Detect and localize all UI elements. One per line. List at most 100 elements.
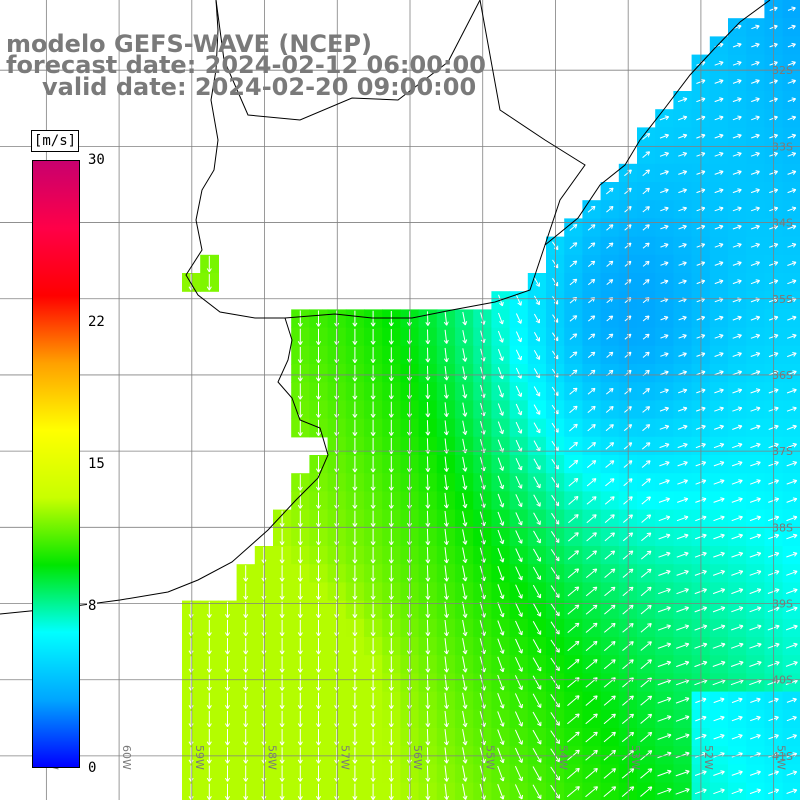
wind-arrow	[569, 260, 578, 268]
wind-arrow	[425, 329, 431, 345]
wind-arrow	[315, 310, 322, 327]
wind-arrow	[659, 170, 669, 175]
wind-arrow	[787, 261, 797, 266]
wind-arrow	[587, 424, 596, 432]
wind-arrow	[370, 692, 376, 709]
wind-arrow	[532, 657, 542, 672]
wind-arrow	[587, 442, 596, 450]
wind-arrow	[206, 765, 212, 782]
wind-arrow	[732, 115, 742, 121]
wind-arrow	[786, 388, 797, 394]
wind-arrow	[587, 351, 596, 358]
wind-arrow	[731, 788, 743, 795]
wind-cell	[782, 782, 800, 800]
wind-arrow	[604, 532, 615, 542]
wind-arrow	[569, 387, 578, 395]
wind-arrow	[532, 548, 541, 562]
wind-arrow	[315, 456, 322, 473]
wind-arrow	[462, 420, 468, 436]
wind-arrow	[787, 279, 797, 285]
wind-arrow	[497, 457, 505, 471]
wind-arrow	[370, 510, 376, 527]
wind-arrow	[714, 279, 724, 285]
wind-arrow	[585, 640, 598, 652]
wind-arrow	[297, 656, 303, 673]
wind-arrow	[315, 365, 322, 382]
wind-arrow	[660, 370, 669, 376]
wind-arrow	[712, 660, 726, 667]
wind-arrow	[497, 693, 505, 709]
wind-arrow	[497, 729, 505, 745]
longitude-label: 53W	[629, 745, 642, 770]
wind-arrow	[786, 424, 797, 430]
wind-arrow	[243, 674, 249, 691]
wind-arrow	[279, 692, 285, 709]
wind-arrow	[676, 533, 689, 540]
wind-arrow	[642, 224, 650, 231]
wind-arrow	[297, 601, 303, 618]
wind-arrow	[606, 206, 614, 213]
wind-arrow	[388, 619, 394, 637]
wind-arrow	[787, 79, 796, 84]
wind-arrow	[713, 533, 725, 540]
wind-arrow	[606, 351, 614, 358]
wind-arrow	[675, 751, 690, 759]
wind-arrow	[567, 695, 580, 706]
wind-arrow	[297, 383, 303, 400]
wind-arrow	[660, 261, 669, 266]
wind-arrow	[786, 570, 798, 576]
wind-arrow	[444, 638, 449, 655]
wind-arrow	[497, 475, 505, 490]
wind-arrow	[533, 350, 541, 360]
wind-arrow	[388, 365, 394, 382]
wind-arrow	[751, 115, 760, 121]
wind-arrow	[750, 242, 760, 248]
wind-arrow	[731, 461, 743, 467]
wind-arrow	[585, 586, 598, 597]
wind-arrow	[425, 601, 431, 618]
wind-arrow	[585, 695, 598, 706]
wind-arrow	[713, 442, 725, 449]
wind-arrow	[388, 638, 394, 655]
wind-arrow	[714, 406, 724, 412]
wind-arrow	[315, 383, 322, 400]
wind-arrow	[642, 279, 650, 285]
wind-arrow	[462, 474, 468, 490]
wind-arrow	[786, 497, 798, 503]
wind-arrow	[603, 786, 617, 797]
wind-arrow	[732, 151, 742, 157]
wind-arrow	[677, 497, 689, 503]
wind-arrow	[443, 347, 449, 363]
wind-arrow	[714, 388, 724, 394]
model-title: modelo GEFS-WAVE (NCEP)	[6, 30, 372, 58]
wind-arrow	[587, 315, 596, 322]
wind-arrow	[749, 533, 762, 540]
wind-arrow	[315, 656, 322, 673]
wind-arrow	[497, 656, 505, 673]
wind-arrow	[606, 279, 614, 285]
wind-arrow	[497, 602, 505, 618]
wind-arrow	[497, 385, 504, 398]
wind-arrow	[297, 528, 303, 546]
wind-arrow	[658, 533, 671, 540]
wind-arrow	[585, 659, 598, 670]
wind-arrow	[224, 692, 231, 709]
wind-arrow	[641, 514, 652, 523]
wind-arrow	[567, 713, 580, 725]
wind-arrow	[462, 619, 468, 637]
wind-arrow	[497, 547, 505, 563]
wind-arrow	[749, 660, 762, 667]
wind-arrow	[568, 514, 579, 524]
wind-arrow	[297, 674, 303, 691]
wind-arrow	[714, 151, 724, 157]
wind-arrow	[732, 224, 742, 230]
wind-arrow	[659, 388, 669, 394]
wind-arrow	[370, 347, 376, 363]
longitude-label: 54W	[556, 745, 569, 770]
wind-arrow	[444, 765, 449, 782]
wind-arrow	[606, 224, 614, 231]
wind-arrow	[714, 424, 724, 430]
wind-arrow	[732, 133, 742, 139]
wind-arrow	[425, 747, 431, 764]
wind-arrow	[659, 115, 670, 121]
